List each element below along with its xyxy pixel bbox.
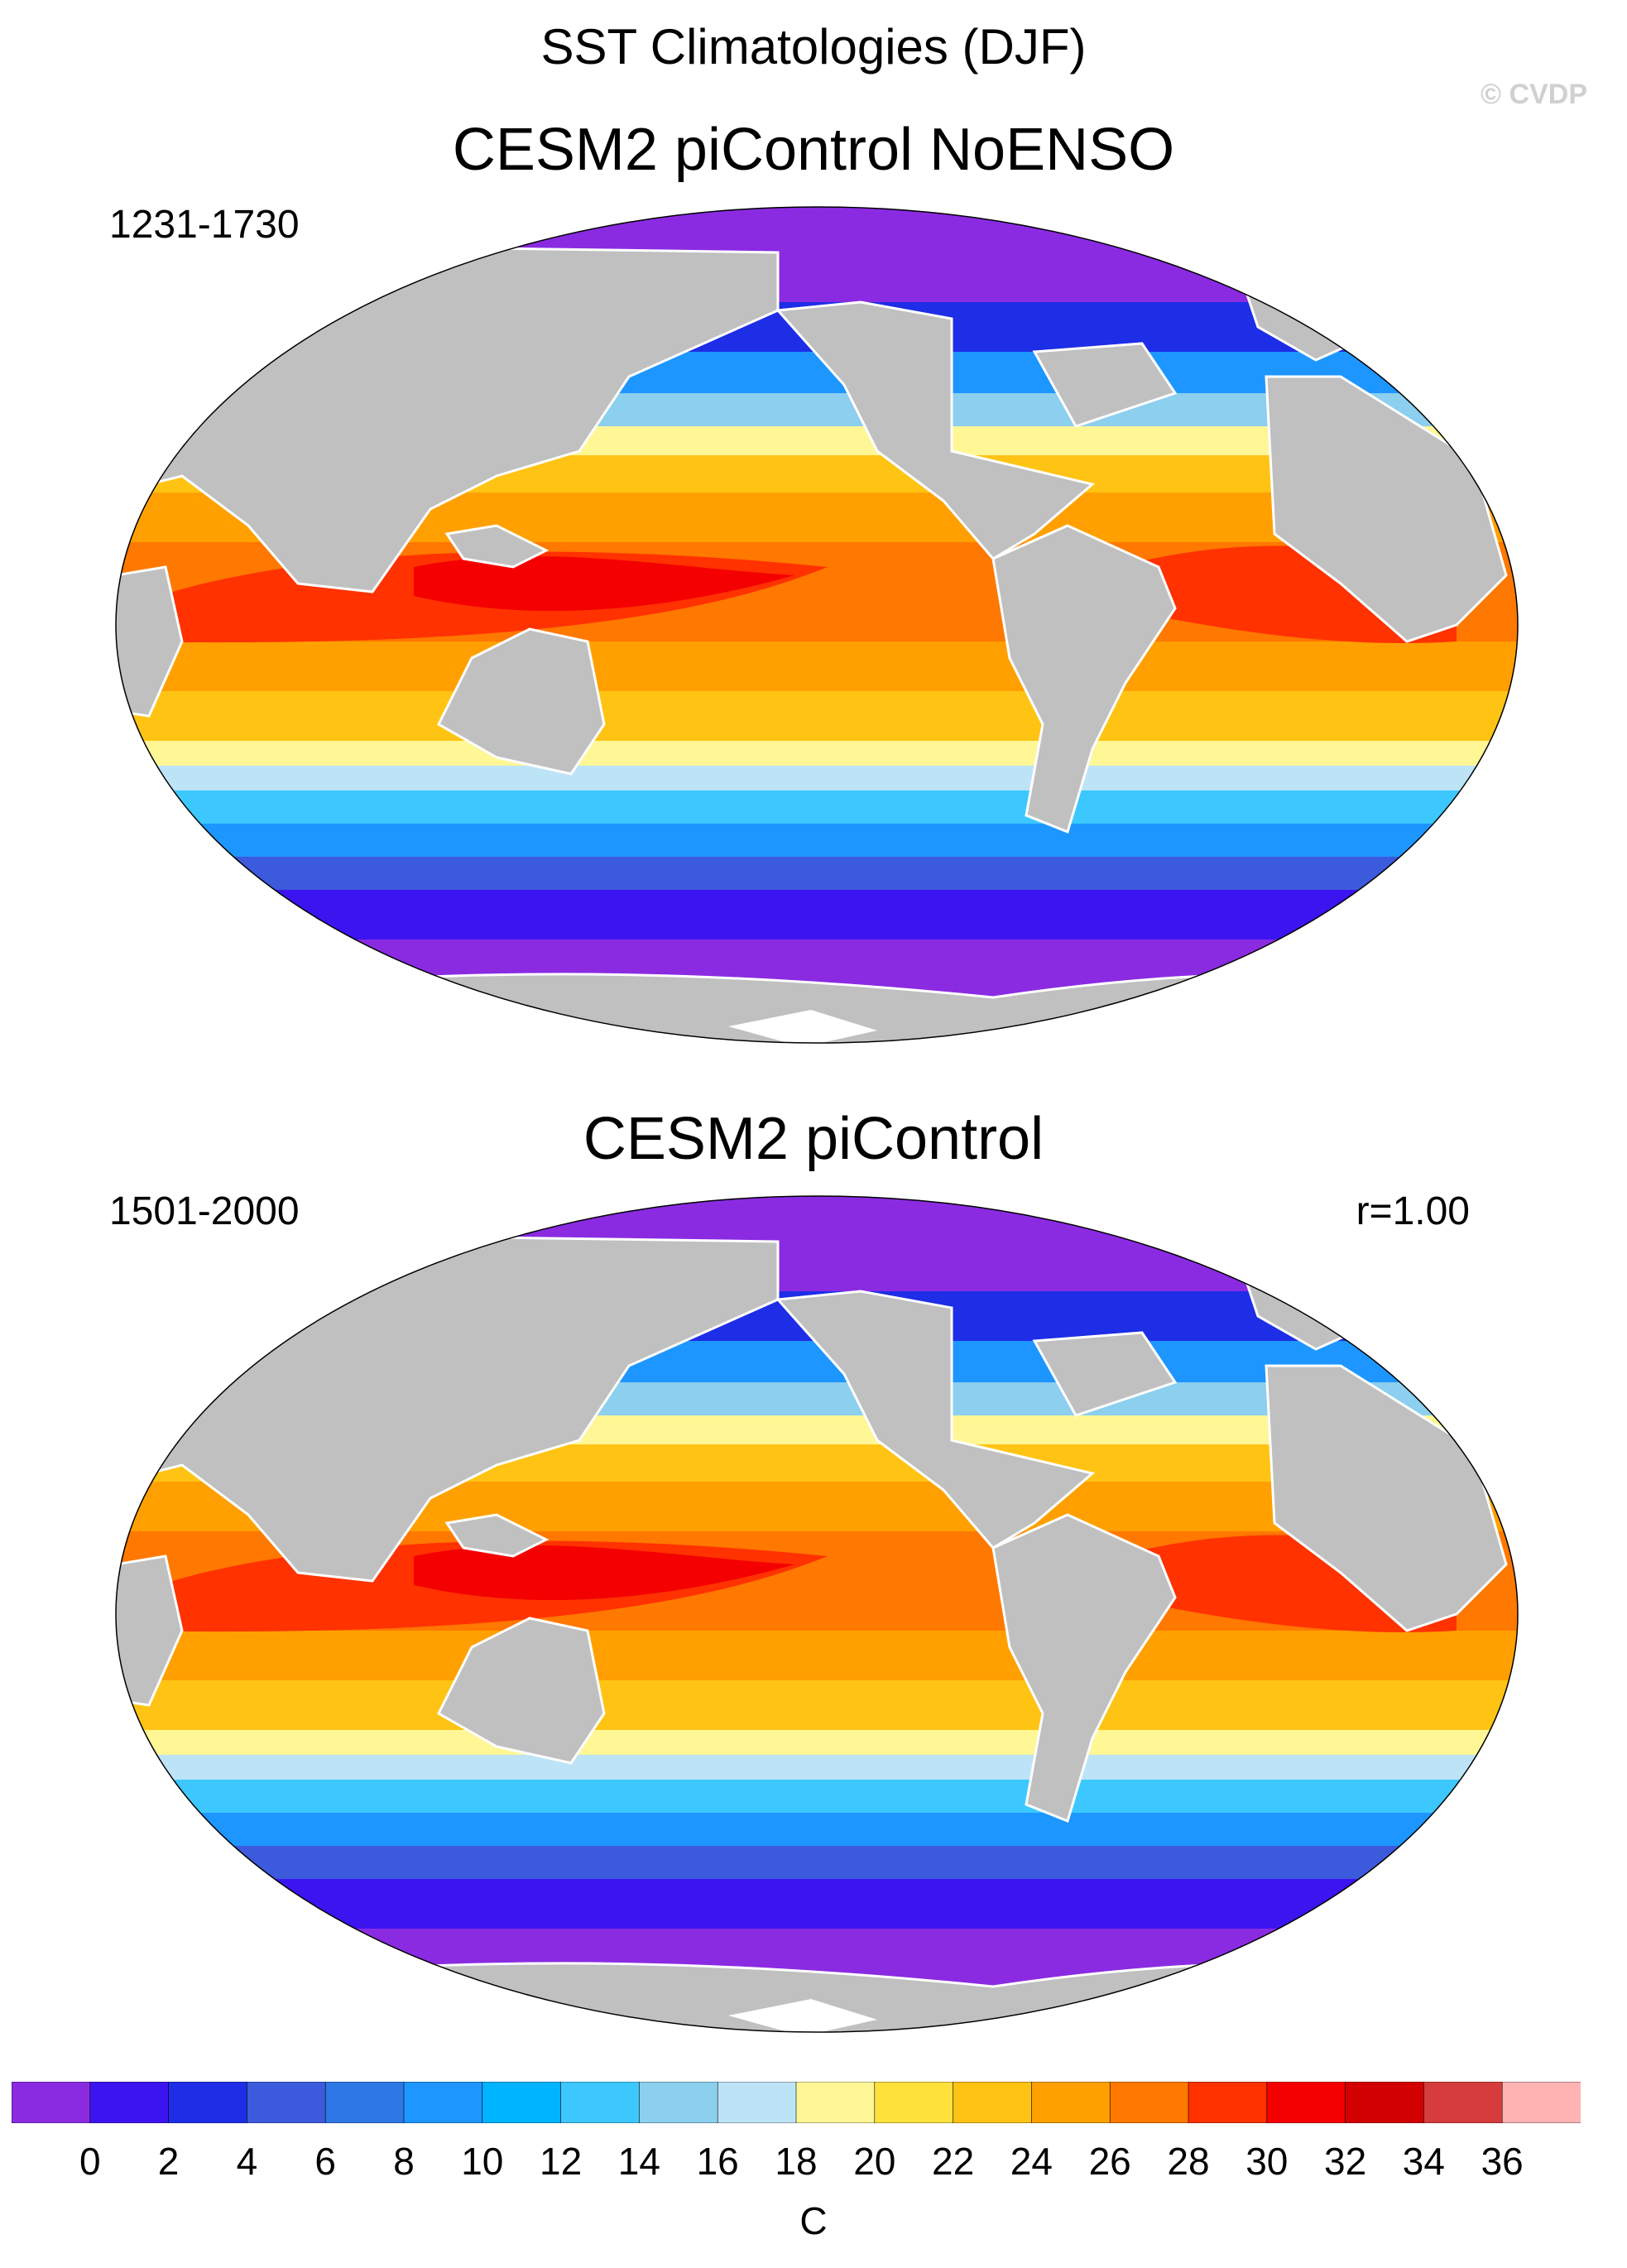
colorbar-unit: C: [799, 2199, 828, 2242]
colorbar-box: [1501, 2082, 1581, 2123]
colorbar-box: [403, 2082, 483, 2123]
colorbar-tick-label: 30: [1245, 2140, 1289, 2183]
panel1-sst-map: [115, 206, 1519, 1047]
colorbar-box: [324, 2082, 405, 2123]
colorbar-tick-label: 6: [314, 2140, 336, 2183]
colorbar-box: [1266, 2082, 1346, 2123]
colorbar-box: [639, 2082, 719, 2123]
panel2-period: 1501-2000: [109, 1189, 300, 1233]
colorbar-tick-label: 10: [461, 2140, 504, 2183]
colorbar-box: [482, 2082, 562, 2123]
colorbar-box: [717, 2082, 797, 2123]
colorbar-box: [168, 2082, 248, 2123]
cvdp-watermark: © CVDP: [1481, 79, 1587, 110]
colorbar-box: [89, 2082, 170, 2123]
colorbar-tick-label: 24: [1010, 2140, 1053, 2183]
colorbar-tick-label: 36: [1481, 2140, 1524, 2183]
colorbar-tick-label: 28: [1167, 2140, 1210, 2183]
colorbar-box: [874, 2082, 954, 2123]
colorbar-box: [1423, 2082, 1504, 2123]
panel1-title: CESM2 piControl NoENSO: [452, 117, 1175, 183]
colorbar-box: [795, 2082, 876, 2123]
figure-title: SST Climatologies (DJF): [540, 19, 1087, 74]
colorbar-box: [1188, 2082, 1268, 2123]
panel2-map-border: [115, 1195, 1519, 2033]
colorbar-tick-label: 8: [393, 2140, 415, 2183]
panel2-title: CESM2 piControl: [583, 1106, 1044, 1172]
colorbar-box: [247, 2082, 326, 2123]
colorbar-box: [953, 2082, 1033, 2123]
colorbar-tick-label: 0: [79, 2140, 101, 2183]
colorbar-box: [1031, 2082, 1111, 2123]
colorbar-tick-label: 2: [157, 2140, 180, 2183]
colorbar-tick-label: 26: [1088, 2140, 1131, 2183]
colorbar: [12, 2082, 1581, 2123]
colorbar-tick-label: 22: [932, 2140, 975, 2183]
colorbar-tick-label: 34: [1402, 2140, 1445, 2183]
colorbar-box: [12, 2082, 91, 2123]
panel1-map-border: [115, 206, 1519, 1044]
colorbar-tick-label: 14: [617, 2140, 660, 2183]
colorbar-box: [560, 2082, 641, 2123]
colorbar-tick-label: 32: [1324, 2140, 1367, 2183]
colorbar-tick-label: 12: [540, 2140, 583, 2183]
colorbar-tick-label: 4: [236, 2140, 258, 2183]
colorbar-box: [1345, 2082, 1425, 2123]
panel2-pattern-correlation: r=1.00: [1356, 1189, 1470, 1233]
colorbar-tick-label: 16: [696, 2140, 739, 2183]
panel1-period: 1231-1730: [109, 203, 300, 247]
colorbar-tick-label: 18: [775, 2140, 818, 2183]
colorbar-tick-label: 20: [853, 2140, 896, 2183]
panel2-sst-map: [115, 1195, 1519, 2036]
colorbar-box: [1109, 2082, 1189, 2123]
